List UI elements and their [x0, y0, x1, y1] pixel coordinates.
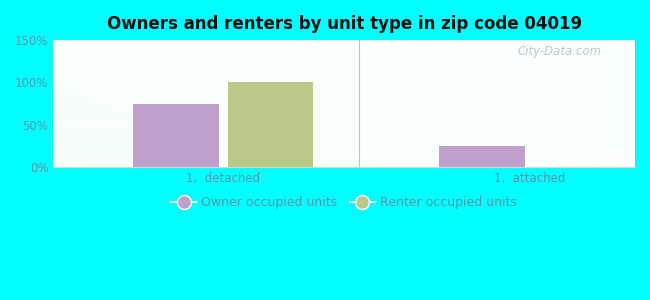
Bar — [439, 146, 525, 167]
Bar — [227, 82, 313, 167]
Text: City-Data.com: City-Data.com — [517, 45, 601, 58]
Title: Owners and renters by unit type in zip code 04019: Owners and renters by unit type in zip c… — [107, 15, 582, 33]
Bar — [133, 104, 218, 167]
Legend: Owner occupied units, Renter occupied units: Owner occupied units, Renter occupied un… — [166, 191, 522, 214]
